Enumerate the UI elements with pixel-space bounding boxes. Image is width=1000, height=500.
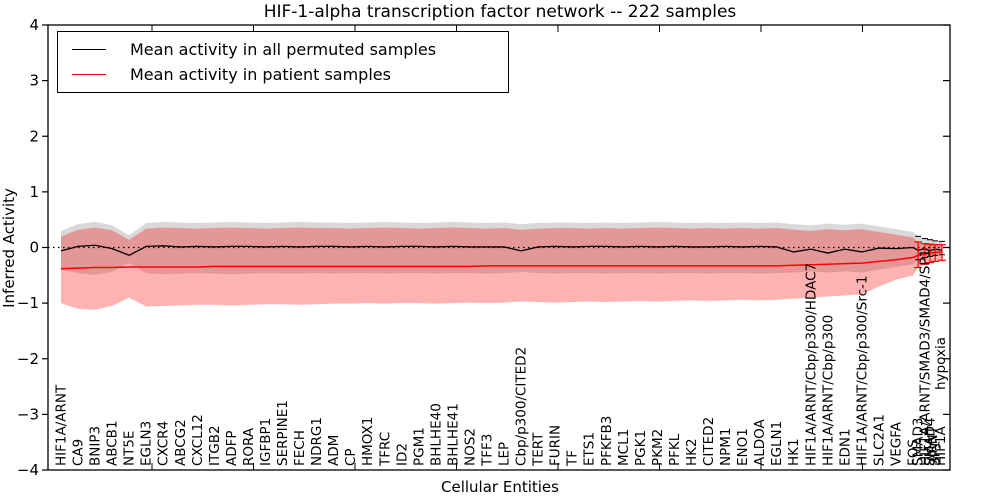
x-category-label: HIF1A/ARNT/Cbp/p300/Src-1 xyxy=(854,276,870,466)
x-category-label-cluster: HIF1A xyxy=(933,426,949,466)
x-category-label: SLC2A1 xyxy=(871,414,887,466)
legend: Mean activity in all permuted samples Me… xyxy=(57,31,509,93)
x-category-label: ADM xyxy=(326,435,342,466)
y-tick-label: −4 xyxy=(17,461,39,479)
x-category-label: TF xyxy=(565,450,581,467)
band-permuted xyxy=(61,221,942,275)
y-tick-label: −2 xyxy=(17,350,39,368)
x-category-label: TERT xyxy=(531,432,547,467)
x-category-label: CA9 xyxy=(71,439,87,466)
y-tick-label: −1 xyxy=(17,294,39,312)
x-category-label: SERPINE1 xyxy=(275,400,291,466)
permuted-line-swatch xyxy=(72,49,106,50)
x-category-label: ITGB2 xyxy=(207,425,223,466)
x-category-label-cluster: SP1 xyxy=(928,441,944,466)
x-category-label: HIF1A/ARNT xyxy=(54,384,70,466)
x-category-label: BNIP3 xyxy=(88,426,104,466)
x-category-label: EGLN3 xyxy=(139,421,155,466)
patient-line-swatch xyxy=(72,74,106,75)
x-category-label: NT5E xyxy=(122,431,138,466)
legend-entry-permuted: Mean activity in all permuted samples xyxy=(72,40,494,59)
x-category-label: PFKL xyxy=(667,433,683,466)
legend-label-permuted: Mean activity in all permuted samples xyxy=(130,40,437,59)
x-category-label: NOS2 xyxy=(462,428,478,466)
x-category-label: PGK1 xyxy=(633,430,649,466)
x-category-label: RORA xyxy=(241,427,257,466)
x-category-label: TFF3 xyxy=(480,434,496,467)
x-category-label: EGLN1 xyxy=(769,421,785,466)
legend-entry-patient: Mean activity in patient samples xyxy=(72,65,494,84)
y-axis-label: Inferred Activity xyxy=(0,188,18,308)
x-category-label-cluster: ARNT xyxy=(925,425,941,463)
y-tick-label: 2 xyxy=(29,127,39,145)
x-category-label: VEGFA xyxy=(888,421,904,466)
line-permuted-mean xyxy=(60,244,943,257)
x-category-label: CP xyxy=(343,448,359,466)
x-category-label: ENO1 xyxy=(735,428,751,466)
x-category-label: ABCB1 xyxy=(105,420,121,466)
x-category-label: PGM1 xyxy=(411,427,427,466)
x-category-label: NDRG1 xyxy=(309,417,325,466)
x-category-label: ID2 xyxy=(394,443,410,466)
x-category-label: HIF1A/ARNT/Cbp/p300 xyxy=(820,315,836,466)
line-patient-mean xyxy=(60,251,943,270)
x-category-label-cluster: SMAD4 xyxy=(923,418,939,466)
x-category-label: TFRC xyxy=(377,432,393,467)
x-category-label: BHLHE40 xyxy=(428,403,444,466)
legend-label-patient: Mean activity in patient samples xyxy=(130,65,391,84)
x-category-label: HMOX1 xyxy=(360,417,376,466)
x-category-label: LEP xyxy=(497,442,513,466)
y-tick-label: 0 xyxy=(29,239,39,257)
x-category-label: EDN1 xyxy=(837,428,853,466)
y-tick-label: 1 xyxy=(29,183,39,201)
x-category-label: FURIN xyxy=(548,425,564,466)
y-tick-label: 3 xyxy=(29,72,39,90)
x-category-label: CXCR4 xyxy=(156,421,172,466)
x-category-label: ADFP xyxy=(224,430,240,466)
x-category-label-cluster: HIF1A/ARNT/SMAD3/SMAD4/SP1 xyxy=(917,249,933,466)
y-tick-label: −3 xyxy=(17,405,39,423)
x-category-label: ALDOA xyxy=(752,418,768,466)
x-category-label: HIF1A/ARNT/Cbp/p300/HDAC7 xyxy=(803,263,819,466)
x-category-label: ABCG2 xyxy=(173,419,189,466)
x-category-label: IGFBP1 xyxy=(258,418,274,466)
x-category-label: CXCL12 xyxy=(190,414,206,466)
y-tick-label: 4 xyxy=(29,16,39,34)
x-category-label: CITED2 xyxy=(701,417,717,466)
x-category-label: MCL1 xyxy=(616,429,632,466)
x-category-label: PFKFB3 xyxy=(599,416,615,466)
band-patient xyxy=(61,227,942,310)
x-category-label-cluster: hypoxia xyxy=(933,337,949,390)
x-category-label: Cbp/p300/CITED2 xyxy=(514,347,530,466)
x-category-label: PKM2 xyxy=(650,429,666,466)
x-category-label: ETS1 xyxy=(582,432,598,466)
x-category-label: FECH xyxy=(292,430,308,466)
x-axis-label: Cellular Entities xyxy=(441,478,559,496)
x-category-label: HK1 xyxy=(786,438,802,466)
x-category-label: HK2 xyxy=(684,438,700,466)
x-category-label: NPM1 xyxy=(718,428,734,466)
x-category-label: FOS xyxy=(906,439,922,466)
x-category-label-cluster: SMAD3 xyxy=(911,418,927,466)
chart-title: HIF-1-alpha transcription factor network… xyxy=(264,2,737,22)
x-category-label: BHLHE41 xyxy=(445,403,461,466)
